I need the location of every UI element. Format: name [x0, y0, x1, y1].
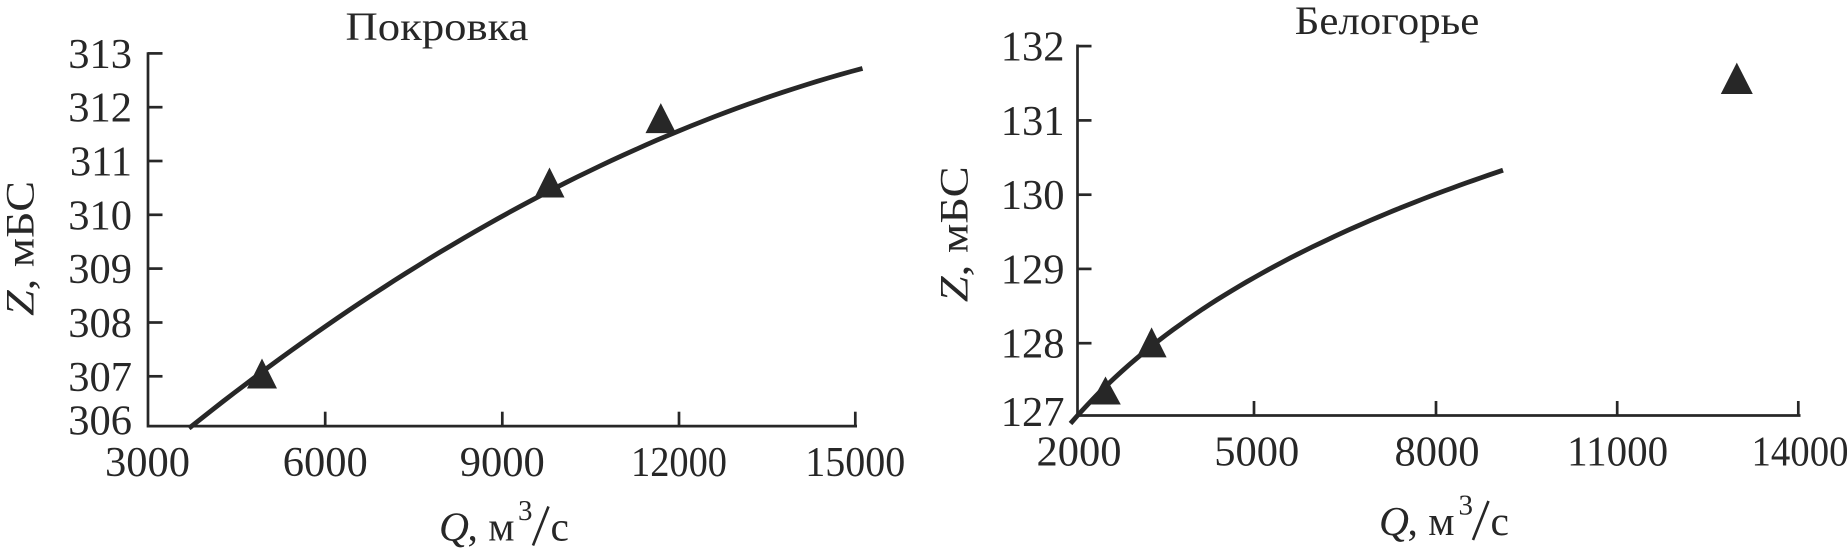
svg-text:9000: 9000: [460, 439, 545, 486]
svg-text:3: 3: [1459, 490, 1474, 522]
svg-text:310: 310: [68, 192, 132, 239]
svg-text:306: 306: [68, 398, 132, 445]
svg-text:128: 128: [1001, 321, 1065, 368]
svg-text:132: 132: [1001, 24, 1065, 71]
svg-text:308: 308: [68, 300, 132, 347]
svg-text:5000: 5000: [1214, 429, 1299, 476]
svg-text:Q: Q: [439, 504, 469, 549]
svg-text:131: 131: [1001, 98, 1065, 145]
svg-text:12000: 12000: [631, 439, 727, 486]
svg-text:, м: , м: [1408, 498, 1455, 544]
svg-text:15000: 15000: [805, 439, 905, 486]
svg-text:14000: 14000: [1752, 429, 1847, 476]
svg-text:130: 130: [1001, 172, 1065, 219]
svg-text:Q: Q: [1379, 498, 1409, 544]
svg-text:с: с: [1491, 498, 1509, 544]
svg-text:Покровка: Покровка: [346, 4, 529, 49]
svg-text:309: 309: [68, 246, 132, 293]
svg-text:313: 313: [68, 31, 132, 78]
svg-text:127: 127: [1001, 389, 1065, 436]
svg-text:11000: 11000: [1567, 429, 1668, 476]
svg-text:Z, мБС: Z, мБС: [0, 181, 43, 316]
svg-text:129: 129: [1001, 246, 1065, 293]
svg-text:3000: 3000: [105, 439, 190, 486]
svg-text:Z, мБС: Z, мБС: [932, 166, 977, 302]
svg-text:8000: 8000: [1395, 429, 1480, 476]
svg-text:311: 311: [70, 139, 132, 186]
svg-text:с: с: [551, 504, 569, 549]
svg-text:2000: 2000: [1037, 429, 1122, 476]
svg-text:307: 307: [68, 354, 132, 401]
svg-text:312: 312: [68, 85, 132, 132]
svg-text:6000: 6000: [283, 439, 368, 486]
svg-text:Белогорье: Белогорье: [1295, 0, 1480, 43]
svg-text:, м: , м: [468, 504, 515, 549]
svg-text:3: 3: [518, 495, 533, 527]
